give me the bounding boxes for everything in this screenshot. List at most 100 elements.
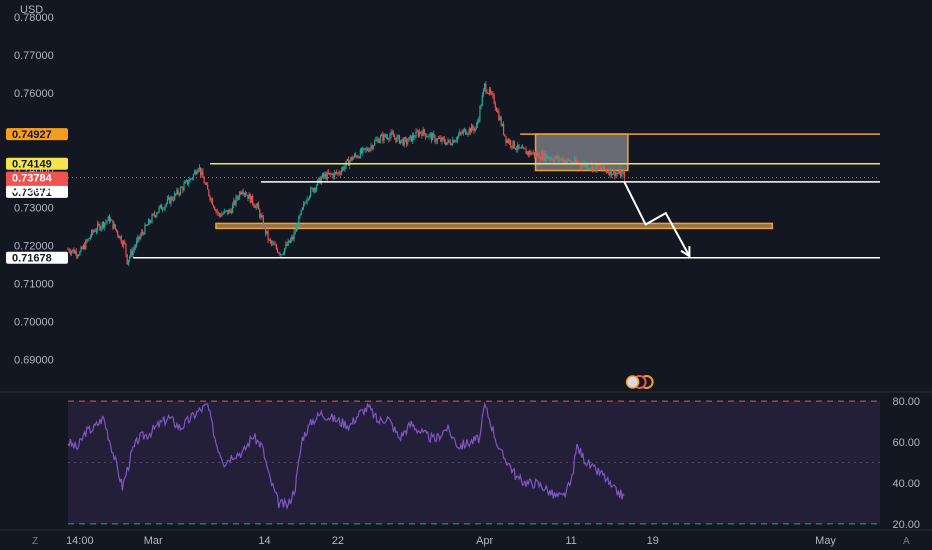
candle-body xyxy=(267,231,269,240)
candle-body xyxy=(96,223,99,231)
candle-body xyxy=(252,195,254,204)
candle-body xyxy=(532,152,534,154)
candle-body xyxy=(498,111,500,120)
candle-body xyxy=(152,213,154,215)
candle-body xyxy=(449,141,451,145)
log-scale-toggle[interactable]: Z xyxy=(32,536,38,547)
candle-body xyxy=(557,156,559,160)
price-pane[interactable] xyxy=(67,80,880,267)
candle-body xyxy=(268,239,270,241)
candle-body xyxy=(230,211,232,213)
price-tick-label: 0.76000 xyxy=(14,88,54,100)
candle-body xyxy=(336,172,338,174)
price-badge-bg xyxy=(6,185,68,198)
candle-body xyxy=(603,165,605,170)
price-tick-label: 0.77000 xyxy=(14,50,54,62)
candle-body xyxy=(272,243,274,244)
candle-body xyxy=(115,229,118,232)
candle-body xyxy=(215,210,217,212)
candle-body xyxy=(576,162,578,163)
candle-body xyxy=(422,129,424,136)
candle-body xyxy=(112,220,114,229)
price-badge: 0.74149 xyxy=(6,157,68,171)
candle-body xyxy=(372,145,374,149)
candle-body xyxy=(340,170,343,174)
candle-body xyxy=(295,225,298,232)
candle-body xyxy=(404,138,406,140)
candle-body xyxy=(523,147,525,149)
candle-body xyxy=(440,137,442,142)
candle-body xyxy=(382,134,384,141)
rsi-tick-label: 20.00 xyxy=(892,519,920,531)
candle-body xyxy=(235,196,237,205)
candle-body xyxy=(381,134,383,137)
candle-body xyxy=(74,251,76,254)
candle-body xyxy=(540,152,543,160)
candle-body xyxy=(132,249,134,255)
rsi-band xyxy=(68,401,880,524)
candle-body xyxy=(81,247,83,249)
countdown-timer: 02:20:33 xyxy=(12,185,56,197)
candle-body xyxy=(569,160,571,163)
candle-body xyxy=(352,157,354,160)
candle-body xyxy=(333,172,335,178)
candle-body xyxy=(284,248,286,254)
candle-body xyxy=(616,173,618,174)
candle-body xyxy=(398,135,401,144)
candle-body xyxy=(487,93,489,95)
candle-body xyxy=(373,141,376,146)
time-axis[interactable]: 14:00 Mar 14 22 Apr 11 19 May xyxy=(66,535,836,547)
candle-body xyxy=(93,230,95,233)
candle-body xyxy=(321,173,324,178)
candle-body xyxy=(298,216,300,228)
candle-body xyxy=(257,203,260,210)
candle-body xyxy=(314,188,316,190)
candle-body xyxy=(342,167,344,171)
event-marker[interactable] xyxy=(625,375,654,389)
candle-body xyxy=(227,210,229,214)
candle-body xyxy=(101,222,103,228)
candle-body xyxy=(489,89,492,94)
candle-body xyxy=(89,236,92,239)
auto-scale-toggle[interactable]: A xyxy=(903,536,910,547)
candle-body xyxy=(410,135,412,142)
candle-body xyxy=(563,160,565,163)
candle-body xyxy=(524,148,526,150)
candle-body xyxy=(254,206,256,208)
candle-body xyxy=(218,213,221,215)
candle-body xyxy=(434,135,436,142)
candle-body xyxy=(620,170,622,177)
arrowhead xyxy=(680,246,691,258)
candle-body xyxy=(151,214,153,223)
candle-body xyxy=(378,140,380,143)
candle-body xyxy=(224,210,227,212)
candle-body xyxy=(368,150,370,152)
candle-body xyxy=(133,247,135,250)
candle-body xyxy=(113,224,115,229)
candle-body xyxy=(623,171,625,179)
rsi-pane[interactable]: 20.00 40.00 60.00 80.00 xyxy=(67,396,920,531)
demand-zone xyxy=(215,222,774,230)
candle-body xyxy=(539,158,541,160)
time-tick-label: 14 xyxy=(258,535,270,547)
candle-body xyxy=(248,194,250,199)
candle-body xyxy=(262,217,264,228)
candle-body xyxy=(324,174,326,177)
candle-body xyxy=(507,139,509,143)
candle-body xyxy=(82,245,84,249)
candle-body xyxy=(281,254,283,256)
candle-body xyxy=(102,222,105,228)
candle-body xyxy=(562,158,564,163)
candle-body xyxy=(521,147,524,149)
candle-body xyxy=(265,225,267,234)
candle-body xyxy=(137,236,139,241)
candle-body xyxy=(460,132,462,133)
candle-body xyxy=(369,148,371,152)
candle-body xyxy=(250,195,253,203)
time-tick-label: 22 xyxy=(332,535,344,547)
candle-body xyxy=(421,132,423,136)
candle-body xyxy=(542,152,544,160)
candle-body xyxy=(253,203,255,207)
candle-body xyxy=(259,209,261,218)
